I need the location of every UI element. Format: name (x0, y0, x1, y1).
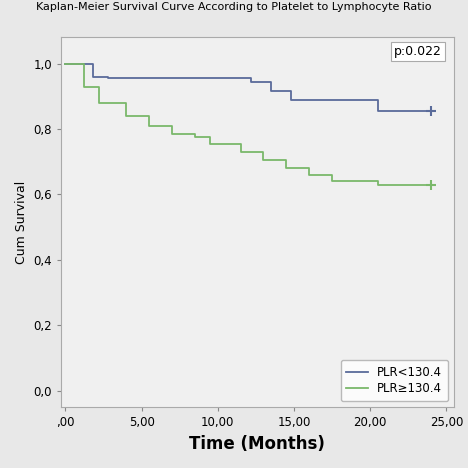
Text: Kaplan-Meier Survival Curve According to Platelet to Lymphocyte Ratio: Kaplan-Meier Survival Curve According to… (36, 2, 432, 12)
X-axis label: Time (Months): Time (Months) (190, 435, 325, 453)
Y-axis label: Cum Survival: Cum Survival (15, 181, 28, 264)
Text: p:0.022: p:0.022 (395, 45, 442, 58)
Legend: PLR<130.4, PLR≥130.4: PLR<130.4, PLR≥130.4 (341, 360, 448, 401)
